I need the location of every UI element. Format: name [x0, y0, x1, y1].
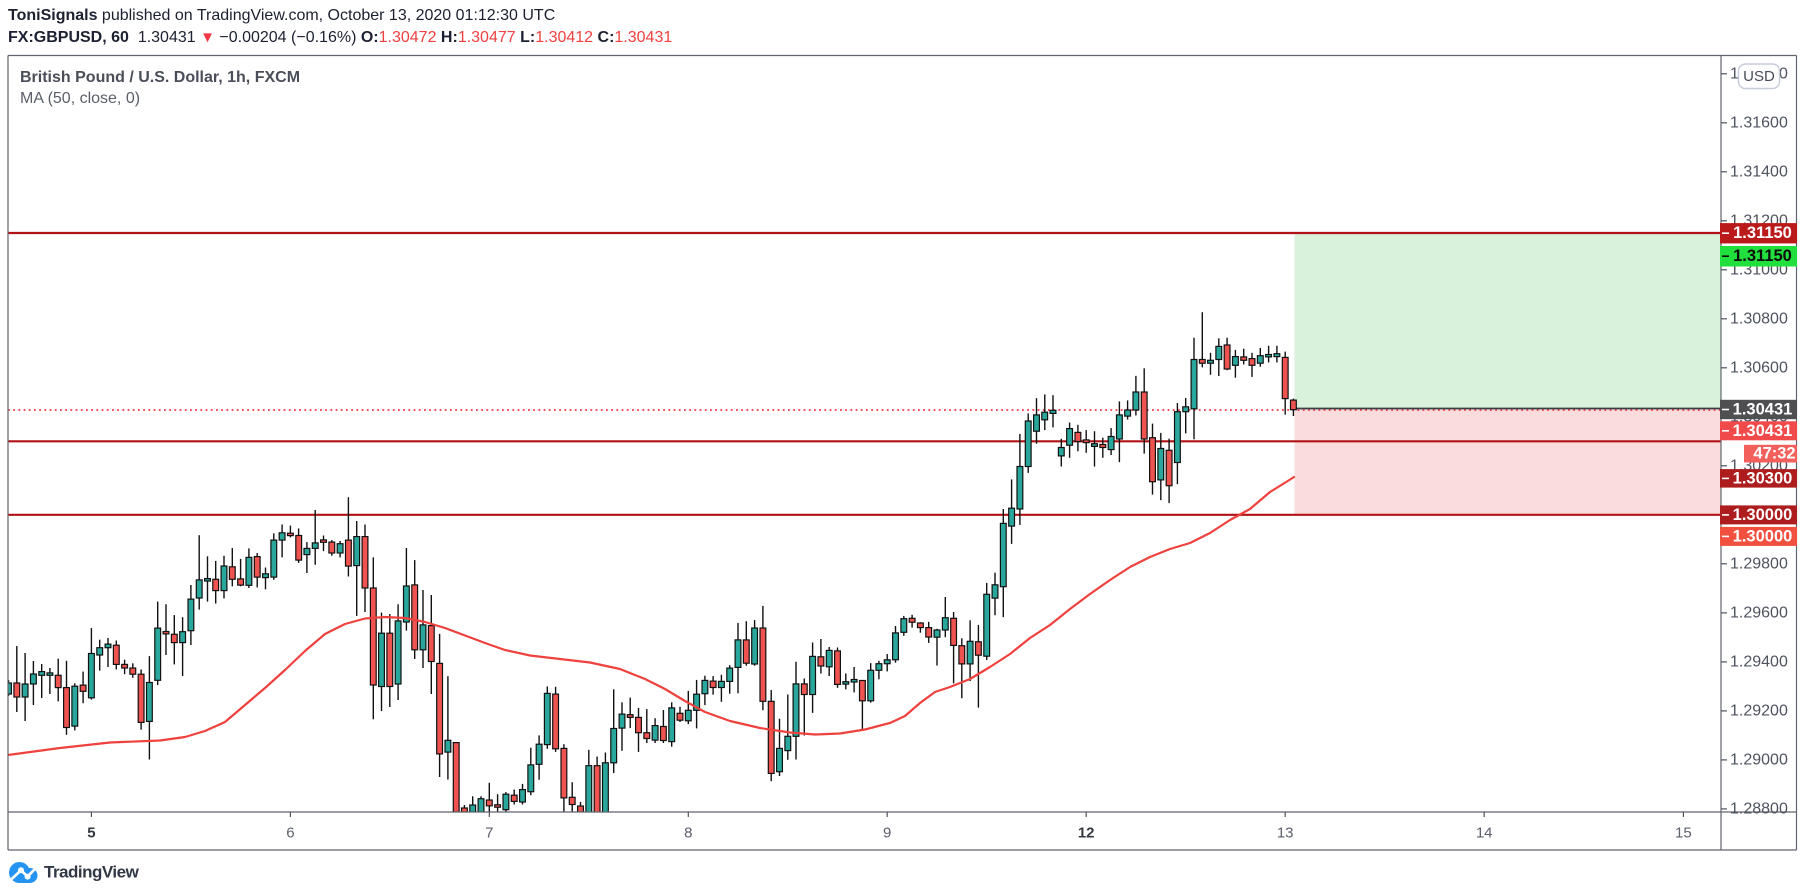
svg-text:13: 13 [1277, 825, 1294, 842]
svg-text:1.30000: 1.30000 [1733, 527, 1793, 545]
svg-text:1.30431: 1.30431 [1733, 401, 1793, 419]
svg-text:47:32: 47:32 [1753, 445, 1795, 463]
svg-text:1.30300: 1.30300 [1733, 469, 1793, 487]
svg-text:1.29400: 1.29400 [1730, 653, 1788, 670]
svg-text:1.28800: 1.28800 [1730, 800, 1788, 817]
svg-text:9: 9 [883, 825, 891, 842]
svg-text:1.29200: 1.29200 [1730, 702, 1788, 719]
svg-text:1.31150: 1.31150 [1733, 224, 1792, 242]
svg-text:5: 5 [87, 825, 95, 842]
svg-text:1.30000: 1.30000 [1733, 506, 1793, 524]
svg-text:TradingView: TradingView [44, 863, 140, 882]
svg-text:USD: USD [1743, 68, 1775, 85]
svg-text:12: 12 [1078, 825, 1095, 842]
svg-text:6: 6 [286, 825, 294, 842]
svg-text:1.30600: 1.30600 [1730, 359, 1788, 376]
svg-text:1.30800: 1.30800 [1730, 310, 1788, 327]
svg-text:1.29800: 1.29800 [1730, 555, 1788, 572]
svg-text:15: 15 [1675, 825, 1692, 842]
svg-text:1.29000: 1.29000 [1730, 751, 1788, 768]
svg-text:1.30431: 1.30431 [1733, 422, 1793, 440]
svg-text:1.31150: 1.31150 [1733, 247, 1792, 265]
svg-text:1.31400: 1.31400 [1730, 163, 1788, 180]
svg-text:1.31600: 1.31600 [1730, 114, 1788, 131]
svg-text:8: 8 [684, 825, 692, 842]
svg-text:1.29600: 1.29600 [1730, 604, 1788, 621]
svg-text:7: 7 [485, 825, 493, 842]
svg-text:14: 14 [1476, 825, 1493, 842]
